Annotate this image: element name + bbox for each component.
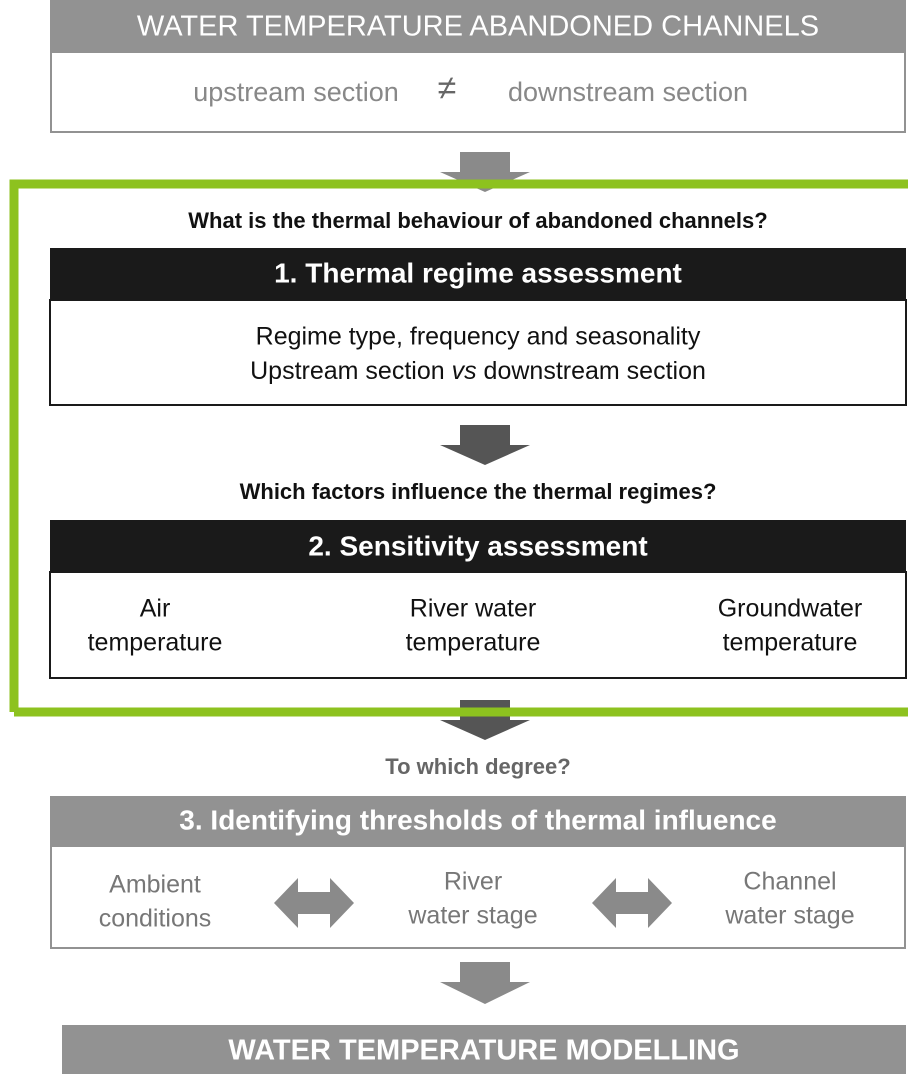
arrow (440, 962, 530, 1004)
item-label: water stage (407, 902, 537, 930)
item-label: water stage (724, 902, 854, 930)
line-part: downstream section (484, 357, 706, 385)
question: Which factors influence the thermal regi… (240, 479, 717, 504)
step-title: 1. Thermal regime assessment (274, 257, 682, 288)
arrow (440, 700, 530, 740)
step-line: Upstream section vs downstream section (250, 357, 706, 385)
item-label: River (444, 868, 502, 896)
footer-bar (62, 1025, 906, 1074)
step-bar (50, 520, 906, 572)
line-part: vs (452, 357, 477, 385)
step-bar (50, 796, 906, 846)
item-label: Channel (743, 868, 836, 896)
step-title: 3. Identifying thresholds of thermal inf… (179, 804, 776, 835)
factor-label: temperature (723, 629, 858, 657)
question: What is the thermal behaviour of abandon… (188, 208, 767, 233)
step-box (49, 571, 907, 679)
header-box (50, 51, 906, 133)
footer-title: WATER TEMPERATURE MODELLING (228, 1035, 739, 1067)
compare-right: downstream section (508, 77, 748, 107)
step-box (50, 845, 906, 949)
step-line: Regime type, frequency and seasonality (256, 323, 701, 351)
compare-left: upstream section (193, 77, 399, 107)
line-part: Upstream section (250, 357, 445, 385)
step-box (49, 299, 907, 406)
step-title: 2. Sensitivity assessment (308, 530, 647, 561)
factor-label: temperature (88, 629, 223, 657)
factor-label: Air (140, 595, 171, 623)
header-bar (50, 0, 906, 52)
double-arrow (274, 878, 354, 928)
double-arrow (592, 878, 672, 928)
item-label: Ambient (109, 871, 201, 899)
factor-label: River water (410, 595, 536, 623)
compare-symbol: ≠ (438, 69, 457, 107)
arrow (440, 425, 530, 465)
question: To which degree? (385, 754, 570, 779)
item-label: conditions (99, 905, 212, 933)
step-bar (50, 248, 906, 300)
factor-label: temperature (406, 629, 541, 657)
factor-label: Groundwater (718, 595, 863, 623)
header-title: WATER TEMPERATURE ABANDONED CHANNELS (137, 11, 819, 43)
